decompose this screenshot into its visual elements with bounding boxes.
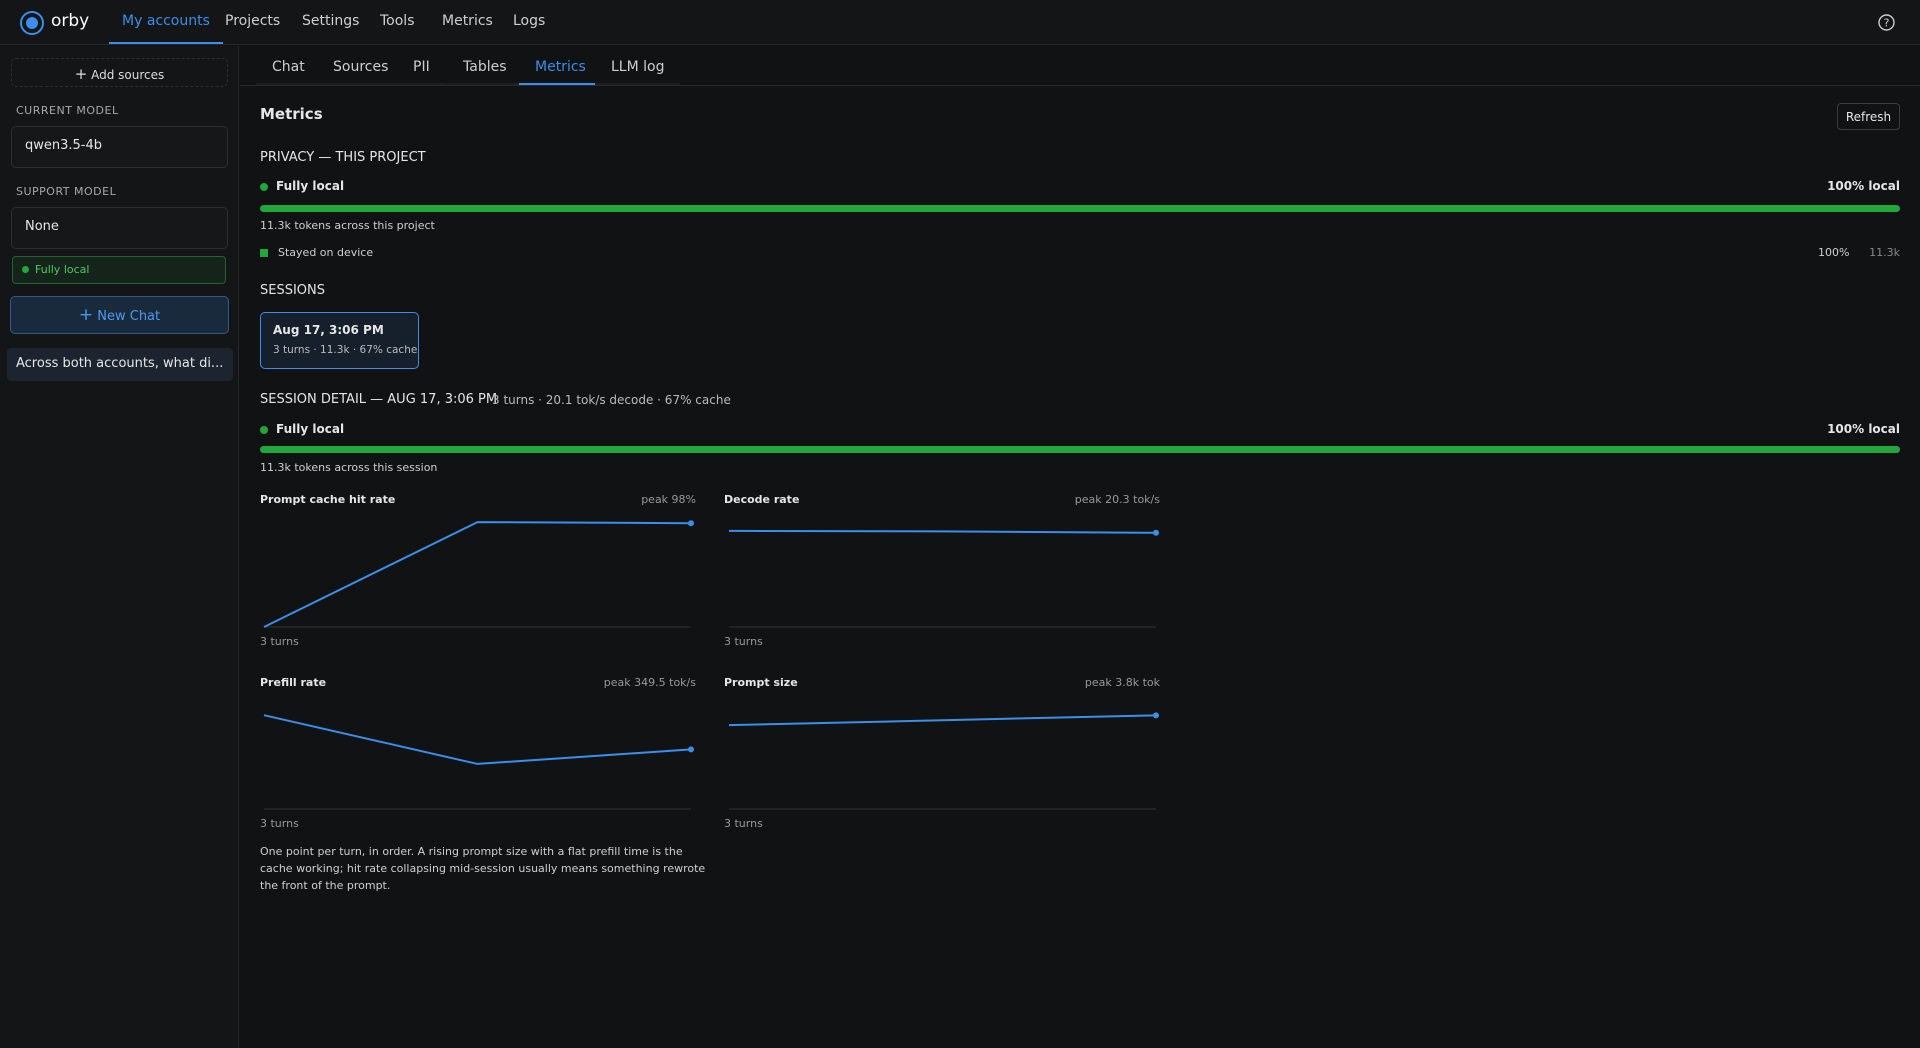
nav-item[interactable]: Projects — [225, 13, 281, 29]
current-model-select[interactable]: qwen3.5-4b — [11, 126, 228, 168]
privacy-status: Fully local — [276, 179, 345, 193]
chart-peak: peak 98% — [641, 493, 696, 506]
privacy-badge: Fully local — [12, 256, 226, 284]
page-title: Metrics — [260, 105, 323, 123]
breakdown-pct: 100% — [1818, 246, 1850, 259]
privacy-bar — [260, 205, 1900, 212]
tab-underline — [519, 83, 602, 85]
privacy-local-label: 100% local — [1827, 179, 1900, 193]
sessions-heading: SESSIONS — [260, 283, 326, 298]
new-chat-label: New Chat — [97, 309, 161, 324]
chart-peak: peak 349.5 tok/s — [604, 676, 696, 689]
tab-separator — [397, 83, 446, 85]
nav-item[interactable]: Logs — [513, 13, 546, 29]
tab-separator — [447, 83, 523, 85]
tab-separator — [595, 83, 680, 85]
new-chat-button[interactable]: + New Chat — [10, 296, 229, 334]
chart-x-label: 3 turns — [260, 817, 299, 830]
detail-local-label: 100% local — [1827, 422, 1900, 436]
chart-last-point — [1153, 529, 1159, 536]
breakdown-name: Stayed on device — [278, 246, 374, 259]
support-model-label: SUPPORT MODEL — [16, 185, 117, 198]
help-icon[interactable]: ? — [1877, 13, 1896, 32]
tab-divider — [240, 85, 1920, 86]
tab-separator — [256, 83, 321, 85]
tab[interactable]: PII — [413, 59, 430, 75]
chat-item[interactable]: Across both accounts, what di... — [7, 348, 233, 381]
sidebar: + Add sources CURRENT MODEL qwen3.5-4b S… — [0, 46, 239, 1048]
breakdown-swatch — [260, 249, 268, 257]
badge-text: Fully local — [35, 263, 90, 276]
breakdown-tokens: 11.3k — [1869, 246, 1900, 259]
chart-peak: peak 20.3 tok/s — [1075, 493, 1160, 506]
refresh-button[interactable]: Refresh — [1837, 103, 1900, 130]
chart-line — [263, 714, 692, 765]
chart-line — [263, 521, 692, 628]
session-meta: 3 turns · 11.3k · 67% cache — [273, 344, 418, 356]
chart-title: Prompt size — [724, 676, 798, 689]
refresh-label: Refresh — [1845, 110, 1892, 124]
session-card[interactable]: Aug 17, 3:06 PM 3 turns · 11.3k · 67% ca… — [260, 312, 419, 369]
chart-x-label: 3 turns — [724, 635, 763, 648]
top-nav: orby My accounts Projects Settings Tools Met… — [0, 0, 1920, 45]
brand: orby — [51, 11, 90, 31]
detail-status: Fully local — [276, 422, 345, 436]
tab[interactable]: Chat — [272, 59, 305, 75]
support-model: None — [25, 219, 59, 234]
privacy-track — [260, 205, 1900, 212]
current-model-label: CURRENT MODEL — [16, 104, 119, 117]
status-dot — [260, 426, 268, 434]
add-sources-label: Add sources — [91, 68, 165, 82]
chart-x-label: 3 turns — [260, 635, 299, 648]
nav-item[interactable]: My accounts — [122, 13, 210, 29]
add-sources-button[interactable]: + Add sources — [11, 58, 228, 87]
chart-line — [728, 529, 1157, 534]
tab[interactable]: Metrics — [535, 59, 586, 75]
chat-title: Across both accounts, what di... — [16, 356, 224, 371]
privacy-heading: PRIVACY — THIS PROJECT — [260, 150, 426, 165]
support-model-select[interactable]: None — [11, 207, 228, 249]
status-dot — [260, 183, 268, 191]
nav-underline — [109, 42, 223, 44]
tab-separator — [317, 83, 404, 85]
tab[interactable]: LLM log — [611, 59, 665, 75]
nav-item[interactable]: Tools — [380, 13, 415, 29]
chart-title: Decode rate — [724, 493, 799, 506]
chart-last-point — [688, 746, 694, 753]
badge-dot — [22, 266, 29, 273]
chart-last-point — [1153, 712, 1159, 719]
chart-title: Prefill rate — [260, 676, 326, 689]
detail-heading: SESSION DETAIL — AUG 17, 3:06 PM — [260, 392, 498, 407]
tab[interactable]: Sources — [333, 59, 389, 75]
current-model: qwen3.5-4b — [25, 138, 103, 153]
session-title: Aug 17, 3:06 PM — [273, 323, 384, 337]
chart-line — [728, 714, 1157, 727]
detail-summary: 3 turns · 20.1 tok/s decode · 67% cache — [492, 393, 731, 407]
privacy-tokens: 11.3k tokens across this project — [260, 219, 435, 232]
chart-x-label: 3 turns — [724, 817, 763, 830]
chart-peak: peak 3.8k tok — [1085, 676, 1161, 689]
nav-item[interactable]: Settings — [302, 13, 360, 29]
footnote: One point per turn, in order. A rising p… — [260, 845, 706, 892]
tab[interactable]: Tables — [463, 59, 507, 75]
detail-track — [260, 446, 1900, 453]
svg-text:?: ? — [1884, 17, 1890, 30]
detail-bar — [260, 446, 1900, 453]
chart-last-point — [688, 520, 694, 527]
chart-title: Prompt cache hit rate — [260, 493, 395, 506]
logo-icon — [20, 11, 44, 35]
nav-item[interactable]: Metrics — [442, 13, 493, 29]
detail-tokens: 11.3k tokens across this session — [260, 461, 438, 474]
